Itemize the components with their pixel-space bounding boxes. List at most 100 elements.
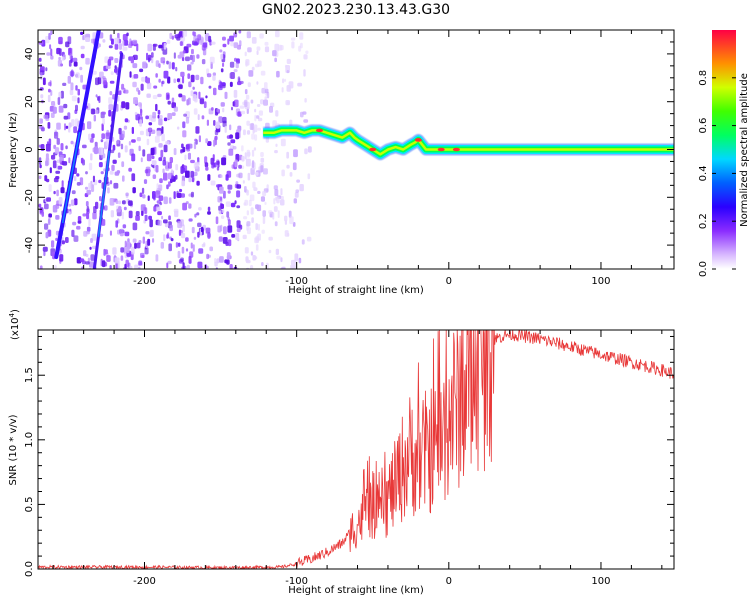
- heatmap-cell: [39, 164, 42, 169]
- heatmap-cell: [54, 131, 59, 139]
- heatmap-cell: [86, 189, 92, 195]
- heatmap-cell: [58, 105, 64, 113]
- heatmap-cell: [198, 91, 201, 100]
- heatmap-cell: [261, 262, 264, 267]
- snr-x-axis-label: Height of straight line (km): [288, 585, 424, 596]
- heatmap-cell: [155, 60, 160, 67]
- heatmap-cell: [257, 224, 260, 231]
- heatmap-cell: [141, 254, 145, 258]
- heatmap-cell: [280, 199, 285, 206]
- heatmap-cell: [251, 66, 255, 71]
- heatmap-cell: [304, 148, 308, 155]
- heatmap-cell: [140, 83, 144, 91]
- heatmap-cell: [220, 102, 225, 107]
- heatmap-cell: [292, 162, 297, 171]
- heatmap-cell: [179, 188, 183, 193]
- heatmap-cell: [179, 41, 183, 46]
- heatmap-cell: [174, 34, 180, 39]
- heatmap-cell: [59, 154, 64, 163]
- heatmap-cell: [38, 203, 42, 208]
- heatmap-cell: [244, 186, 247, 193]
- heatmap-cell: [265, 268, 269, 269]
- heatmap-cell: [136, 87, 139, 92]
- heatmap-cell: [146, 82, 152, 90]
- heatmap-cell: [230, 202, 236, 208]
- heatmap-cell: [147, 238, 151, 246]
- heatmap-cell: [132, 187, 136, 194]
- heatmap-cell: [113, 182, 119, 189]
- heatmap-cell: [105, 132, 111, 139]
- heatmap-cell: [264, 46, 270, 53]
- heatmap-cell: [110, 149, 115, 154]
- heatmap-cell: [255, 244, 259, 251]
- heatmap-cell: [102, 77, 107, 85]
- heatmap-cell: [155, 103, 158, 112]
- heatmap-cell: [139, 130, 144, 136]
- colorbar-gradient: [712, 30, 736, 269]
- heatmap-cell: [260, 157, 265, 163]
- heatmap-cell: [280, 138, 286, 147]
- heatmap-cell: [274, 189, 279, 197]
- heatmap-cell: [80, 258, 85, 263]
- heatmap-cell: [175, 66, 178, 72]
- heatmap-cell: [277, 210, 280, 218]
- heatmap-cell: [190, 159, 195, 164]
- heatmap-cell: [223, 226, 227, 235]
- heatmap-cell: [100, 139, 104, 143]
- heatmap-cell: [109, 230, 112, 236]
- heatmap-cell: [291, 264, 296, 269]
- heatmap-cell: [117, 200, 122, 205]
- heatmap-cell: [218, 210, 222, 215]
- heatmap-cell: [239, 40, 242, 47]
- heatmap-cell: [264, 201, 267, 205]
- heatmap-cell: [251, 133, 255, 140]
- heatmap-cell: [163, 219, 168, 224]
- heatmap-cell: [82, 35, 85, 41]
- heatmap-cell: [147, 43, 152, 52]
- heatmap-cell: [106, 255, 111, 262]
- heatmap-cell: [71, 190, 76, 195]
- heatmap-cell: [231, 106, 233, 111]
- heatmap-cell: [192, 86, 195, 90]
- heatmap-cell: [244, 99, 248, 108]
- heatmap-cell: [87, 121, 92, 130]
- heatmap-cell: [165, 92, 170, 101]
- heatmap-cell: [40, 94, 44, 99]
- heatmap-cell: [247, 172, 251, 181]
- heatmap-cell: [139, 192, 143, 198]
- heatmap-cell: [161, 133, 165, 142]
- heatmap-cell: [216, 121, 220, 129]
- heatmap-cell: [222, 36, 226, 41]
- heatmap-cell: [182, 262, 185, 269]
- heatmap-cell: [234, 200, 237, 205]
- heatmap-cell: [250, 99, 254, 104]
- heatmap-cell: [80, 157, 84, 164]
- heatmap-cell: [221, 209, 225, 213]
- heatmap-cell: [246, 130, 251, 135]
- heatmap-cell: [45, 160, 49, 167]
- heatmap-cell: [175, 174, 178, 180]
- heatmap-cell: [110, 210, 114, 218]
- heatmap-cell: [114, 43, 119, 50]
- heatmap-cell: [181, 95, 186, 102]
- heatmap-cell: [290, 37, 296, 41]
- heatmap-cell: [45, 153, 49, 161]
- heatmap-cell: [48, 184, 52, 192]
- heatmap-cell: [219, 49, 223, 53]
- y-tick-label: -20: [24, 189, 35, 205]
- heatmap-cell: [180, 36, 186, 42]
- heatmap-cell: [123, 206, 127, 211]
- heatmap-cell: [110, 71, 114, 75]
- heatmap-cell: [152, 43, 156, 51]
- heatmap-cell: [139, 119, 142, 127]
- heatmap-cell: [185, 116, 190, 124]
- heatmap-cell: [119, 228, 124, 237]
- heatmap-cell: [89, 246, 92, 250]
- heatmap-cell: [125, 192, 129, 197]
- heatmap-cell: [264, 96, 267, 100]
- heatmap-signal-trace: [263, 124, 674, 161]
- heatmap-cell: [132, 238, 137, 243]
- heatmap-cell: [167, 76, 171, 84]
- heatmap-cell: [275, 30, 280, 38]
